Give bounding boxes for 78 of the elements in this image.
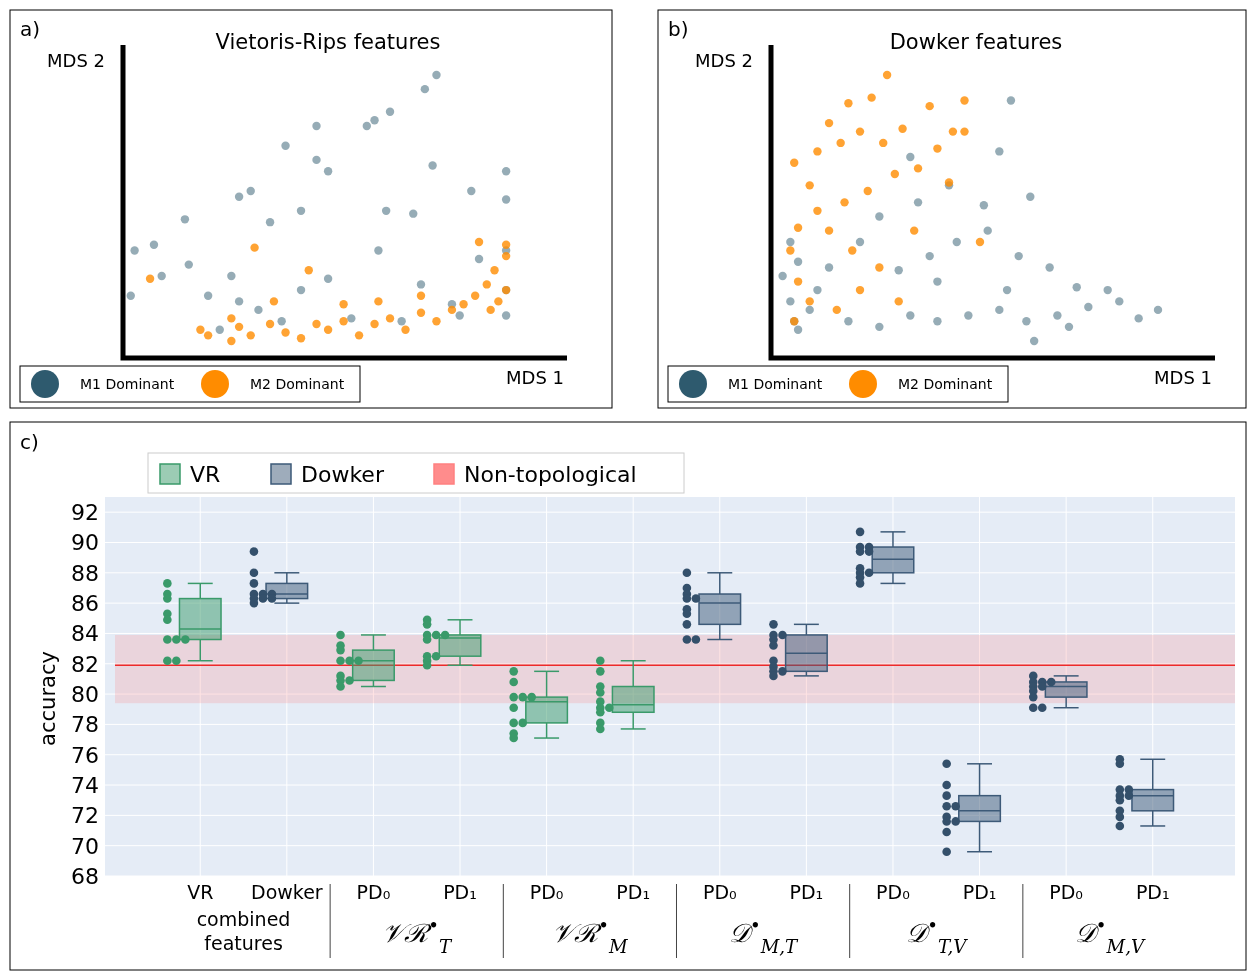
point xyxy=(509,667,519,676)
point xyxy=(855,527,865,537)
x-tick-label: PD₀ xyxy=(1049,881,1084,903)
point xyxy=(942,791,951,800)
y-tick-label: 70 xyxy=(71,833,99,859)
text: c) xyxy=(20,430,39,454)
point xyxy=(163,579,172,588)
legend-label: Dowker xyxy=(301,462,385,487)
x-tick-label: PD₁ xyxy=(616,881,651,903)
point xyxy=(942,847,951,857)
point xyxy=(1115,821,1125,831)
point xyxy=(769,641,778,650)
text: Vietoris-Rips features xyxy=(215,30,441,54)
x-tick-label: PD₀ xyxy=(356,881,391,903)
point xyxy=(682,635,692,644)
point xyxy=(855,579,865,588)
text: MDS 2 xyxy=(47,50,105,71)
point xyxy=(1115,812,1125,822)
y-tick-label: 72 xyxy=(71,803,99,829)
x-tick-label: PD₀ xyxy=(702,881,737,903)
x-tick-label: PD₀ xyxy=(876,881,910,903)
point xyxy=(942,801,951,811)
y-tick-label: 76 xyxy=(71,742,99,768)
point xyxy=(596,688,605,697)
text: b) xyxy=(668,17,689,41)
point xyxy=(249,547,259,556)
x-tick-label: Dowker xyxy=(251,881,323,903)
point xyxy=(509,718,519,728)
text: MDS 2 xyxy=(695,50,753,71)
y-tick-label: 88 xyxy=(71,560,99,586)
point xyxy=(942,759,951,769)
point xyxy=(336,656,345,666)
y-tick-label: 90 xyxy=(71,530,99,556)
point xyxy=(509,703,519,713)
y-tick-label: 68 xyxy=(71,864,99,889)
y-tick-label: 78 xyxy=(71,712,99,738)
point xyxy=(249,568,259,578)
point xyxy=(336,682,345,691)
point xyxy=(596,656,605,666)
point xyxy=(509,692,519,702)
legend-label: M1 Dominant xyxy=(80,376,175,392)
point xyxy=(336,630,345,640)
x-tick-label: PD₁ xyxy=(789,881,824,903)
point xyxy=(596,667,605,676)
legend-label: Non-topological xyxy=(464,462,637,487)
point xyxy=(249,579,259,588)
x-tick-label: PD₁ xyxy=(443,881,477,903)
text: a) xyxy=(20,17,41,41)
y-axis-title: accuracy xyxy=(36,651,60,746)
point xyxy=(422,620,432,629)
point xyxy=(509,677,519,687)
point xyxy=(682,568,692,578)
y-tick-label: 86 xyxy=(71,591,99,617)
point xyxy=(163,656,172,666)
text: MDS 1 xyxy=(1154,367,1212,388)
y-tick-label: 74 xyxy=(71,773,99,799)
point xyxy=(769,620,778,629)
y-tick-label: 80 xyxy=(71,682,99,708)
legend-label: M2 Dominant xyxy=(898,376,993,392)
point xyxy=(163,635,172,644)
legend-label: M2 Dominant xyxy=(250,376,345,392)
point xyxy=(163,615,172,625)
point xyxy=(942,780,951,790)
text: MDS 1 xyxy=(506,367,564,388)
text: combined features xyxy=(196,908,291,954)
x-tick-label: PD₁ xyxy=(1135,881,1170,903)
y-tick-label: 84 xyxy=(71,621,99,647)
text: Dowker features xyxy=(889,30,1063,54)
x-tick-label: PD₁ xyxy=(962,881,997,903)
x-tick-label: VR xyxy=(187,881,214,903)
y-tick-label: 82 xyxy=(71,651,99,677)
y-tick-label: 92 xyxy=(71,500,99,526)
point xyxy=(682,620,692,629)
legend-label: VR xyxy=(190,462,221,487)
point xyxy=(942,827,951,837)
point xyxy=(1028,703,1038,713)
x-tick-label: PD₀ xyxy=(529,881,564,903)
legend-label: M1 Dominant xyxy=(728,376,823,392)
